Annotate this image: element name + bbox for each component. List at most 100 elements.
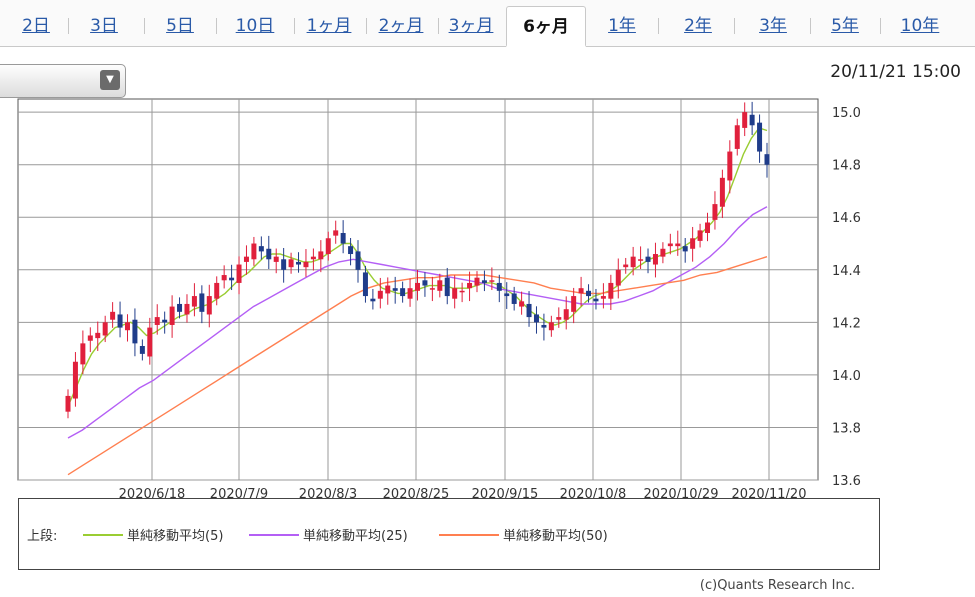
x-tick-label: 2020/9/15: [472, 487, 539, 500]
candle-body: [236, 264, 242, 283]
tab-2[interactable]: 3日: [90, 16, 118, 36]
candle-body: [481, 280, 487, 283]
candle-body: [288, 259, 294, 268]
y-tick-label: 14.6: [832, 211, 861, 226]
tab-separator: [810, 18, 811, 34]
candle-body: [563, 309, 569, 320]
candle-body: [251, 243, 257, 260]
candle-body: [749, 114, 755, 126]
tab-3[interactable]: 5日: [166, 16, 194, 36]
tab-10[interactable]: 2年: [684, 16, 712, 36]
x-tick-label: 2020/11/20: [732, 487, 807, 500]
candle-body: [459, 290, 465, 293]
candle-body: [504, 293, 510, 297]
candle-body: [437, 280, 443, 291]
candle-body: [199, 293, 205, 312]
x-tick-label: 2020/10/29: [644, 487, 719, 500]
candle-body: [407, 288, 413, 299]
indicator-select[interactable]: ▼: [0, 64, 126, 98]
tab-8[interactable]: 6ヶ月: [506, 6, 586, 47]
candle-body: [548, 322, 554, 331]
legend-label-ma5: 単純移動平均(5): [127, 529, 224, 544]
tab-7[interactable]: 3ヶ月: [448, 16, 494, 36]
y-tick-label: 14.0: [832, 369, 861, 384]
tab-13[interactable]: 10年: [900, 16, 940, 36]
tab-4[interactable]: 10日: [235, 16, 275, 36]
candle-body: [742, 112, 748, 128]
y-tick-label: 13.8: [832, 421, 861, 436]
candle-body: [318, 251, 324, 260]
candle-body: [578, 288, 584, 294]
candle-body: [541, 324, 547, 328]
candle-body: [214, 282, 220, 299]
tab-separator: [366, 18, 367, 34]
candle-body: [362, 272, 368, 297]
copyright-notice: (c)Quants Research Inc.: [699, 578, 855, 593]
candle-body: [467, 282, 473, 289]
candle-body: [281, 259, 287, 270]
tab-11[interactable]: 3年: [759, 16, 787, 36]
candle-body: [206, 296, 212, 315]
candle-body: [660, 248, 666, 257]
candle-body: [221, 275, 227, 281]
tab-9[interactable]: 1年: [608, 16, 636, 36]
candle-body: [652, 254, 658, 265]
candle-body: [139, 345, 145, 354]
candle-body: [124, 322, 130, 331]
candle-body: [310, 256, 316, 260]
legend-label-ma25: 単純移動平均(25): [303, 529, 408, 544]
legend-label-ma50: 単純移動平均(50): [503, 529, 608, 544]
candle-body: [191, 296, 197, 307]
candle-body: [377, 290, 383, 299]
tab-1[interactable]: 2日: [22, 16, 50, 36]
candle-body: [325, 238, 331, 255]
candle-body: [340, 233, 346, 244]
candle-body: [571, 296, 577, 312]
tab-5[interactable]: 1ヶ月: [306, 16, 352, 36]
tab-6[interactable]: 2ヶ月: [378, 16, 424, 36]
period-tab-bar: 2日 3日 5日 10日 1ヶ月 2ヶ月 3ヶ月 6ヶ月 1年 2年 3年 5年 10年: [0, 0, 975, 47]
x-tick-label: 2020/6/18: [119, 487, 186, 500]
candle-body: [519, 301, 525, 307]
y-axis: 13.6 13.8 14.0 14.2 14.4 14.6 14.8 15.0: [832, 106, 861, 489]
candle-body: [697, 230, 703, 241]
x-tick-label: 2020/7/9: [210, 487, 268, 500]
candle-body: [370, 298, 376, 302]
candle-body: [132, 319, 138, 344]
legend-prefix: 上段:: [27, 529, 58, 544]
candle-body: [162, 319, 168, 323]
candle-body: [712, 204, 718, 220]
candle-body: [102, 322, 108, 336]
candle-body: [80, 343, 86, 365]
candle-body: [608, 282, 614, 299]
chevron-down-icon[interactable]: ▼: [100, 70, 120, 90]
candle-body: [727, 151, 733, 181]
x-axis: 2020/6/18 2020/7/9 2020/8/3 2020/8/25 2020/9…: [119, 487, 807, 500]
y-tick-label: 14.8: [832, 159, 861, 174]
candle-body: [444, 277, 450, 297]
candle-body: [474, 277, 480, 286]
candlestick-series: [65, 101, 770, 419]
candle-body: [273, 256, 279, 262]
candle-body: [682, 246, 688, 252]
tab-separator: [658, 18, 659, 34]
x-tick-label: 2020/8/25: [383, 487, 450, 500]
candle-body: [266, 248, 272, 260]
candle-body: [533, 314, 539, 323]
candle-body: [177, 303, 183, 312]
candle-body: [600, 296, 606, 299]
candle-body: [355, 251, 361, 270]
candle-body: [169, 306, 175, 325]
candle-body: [229, 277, 235, 281]
candle-body: [422, 280, 428, 286]
tab-12[interactable]: 5年: [831, 16, 859, 36]
candle-body: [117, 314, 123, 328]
candle-body: [348, 246, 354, 255]
candle-body: [87, 335, 93, 341]
y-tick-label: 14.2: [832, 316, 861, 331]
candle-body: [400, 288, 406, 297]
y-tick-label: 15.0: [832, 106, 861, 121]
x-tick-label: 2020/10/8: [560, 487, 627, 500]
last-update-timestamp: 20/11/21 15:00: [830, 62, 961, 82]
candle-body: [705, 222, 711, 234]
